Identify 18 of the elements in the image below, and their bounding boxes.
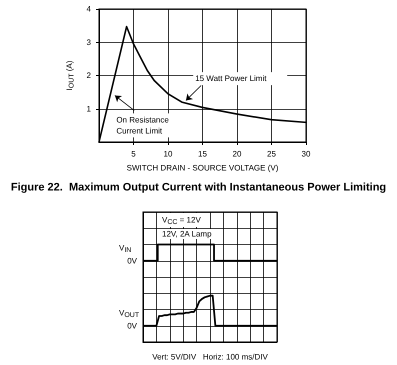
y-tick-label: 3 bbox=[86, 38, 92, 47]
text: 12V, 2A Lamp bbox=[162, 230, 212, 238]
x-tick-label: 20 bbox=[232, 150, 242, 158]
text: 0V bbox=[127, 256, 138, 266]
x-axis-title: SWITCH DRAIN - SOURCE VOLTAGE (V) bbox=[126, 164, 279, 172]
text: 0V bbox=[127, 321, 138, 330]
x-tick-label: 10 bbox=[164, 150, 173, 158]
x-tick-label: 15 bbox=[198, 150, 208, 158]
y-tick-label: 1 bbox=[86, 104, 92, 114]
annotation: On Resistance Current Limit bbox=[116, 115, 172, 136]
x-tick-label: 30 bbox=[302, 150, 311, 158]
x-tick-label: 5 bbox=[131, 150, 136, 158]
y-tick-label: 2 bbox=[86, 71, 92, 80]
x-tick-label: 25 bbox=[267, 150, 276, 158]
text: Vert: 5V/DIV Horiz: 100 ms/DIV bbox=[152, 352, 268, 362]
annotation: 15 Watt Power Limit bbox=[195, 74, 268, 84]
text: Figure 22. Maximum Output Current with Instantaneous Power Limiting bbox=[10, 182, 386, 194]
y-tick-label: 4 bbox=[86, 4, 92, 14]
